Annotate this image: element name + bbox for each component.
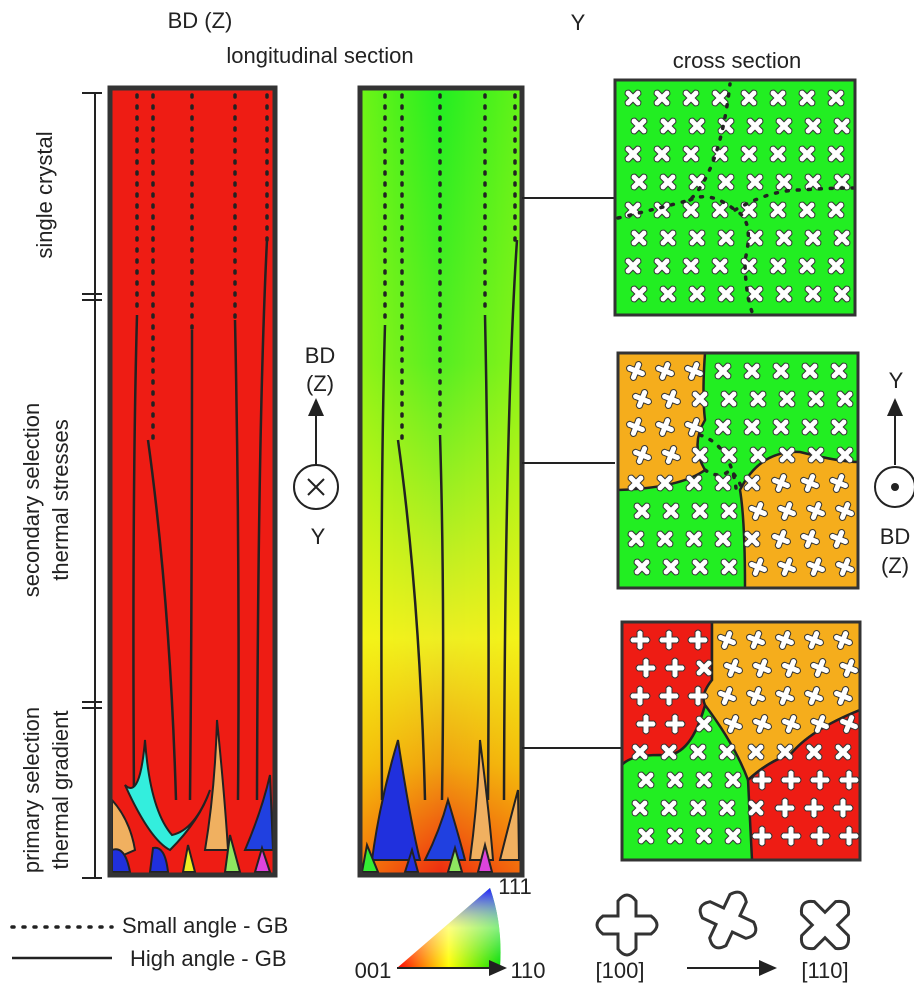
axis-label: Y	[311, 524, 326, 549]
longitudinal-panel	[360, 88, 522, 875]
axis-label: BD (Z)	[168, 8, 233, 33]
figure: BD (Z) longitudinal section Y cross sect…	[0, 0, 914, 988]
axis-symbol	[891, 483, 899, 491]
zone-label: single crystal	[32, 131, 57, 258]
axis-label: BD	[305, 343, 336, 368]
orientation-label: [110]	[801, 958, 848, 983]
axis-label: (Z)	[306, 371, 334, 396]
axis-label: BD	[880, 524, 911, 549]
zone-label: thermal gradient	[48, 711, 73, 870]
legend-label: High angle - GB	[130, 946, 287, 971]
axis-label: Y	[889, 368, 904, 393]
legend-label: Small angle - GB	[122, 913, 288, 938]
zone-label: primary selection	[19, 707, 44, 873]
longitudinal-panel	[110, 88, 275, 875]
section-title: cross section	[673, 48, 801, 73]
cross-section	[618, 353, 859, 588]
section-title: longitudinal section	[226, 43, 413, 68]
cross-section	[615, 80, 856, 315]
ipf-label: 111	[498, 874, 531, 899]
connector	[522, 198, 622, 748]
axis-label: (Z)	[881, 553, 909, 578]
zone-label: thermal stresses	[48, 419, 73, 580]
zone-label: secondary selection	[19, 403, 44, 597]
axis-label: Y	[571, 10, 586, 35]
orientation-icon	[597, 880, 867, 967]
ipf-label: 110	[510, 958, 545, 983]
cross-section	[622, 622, 862, 860]
ipf-triangle	[397, 888, 505, 968]
ipf-label: 001	[355, 958, 392, 983]
orientation-label: [100]	[596, 958, 645, 983]
zone-bracket	[82, 93, 102, 878]
